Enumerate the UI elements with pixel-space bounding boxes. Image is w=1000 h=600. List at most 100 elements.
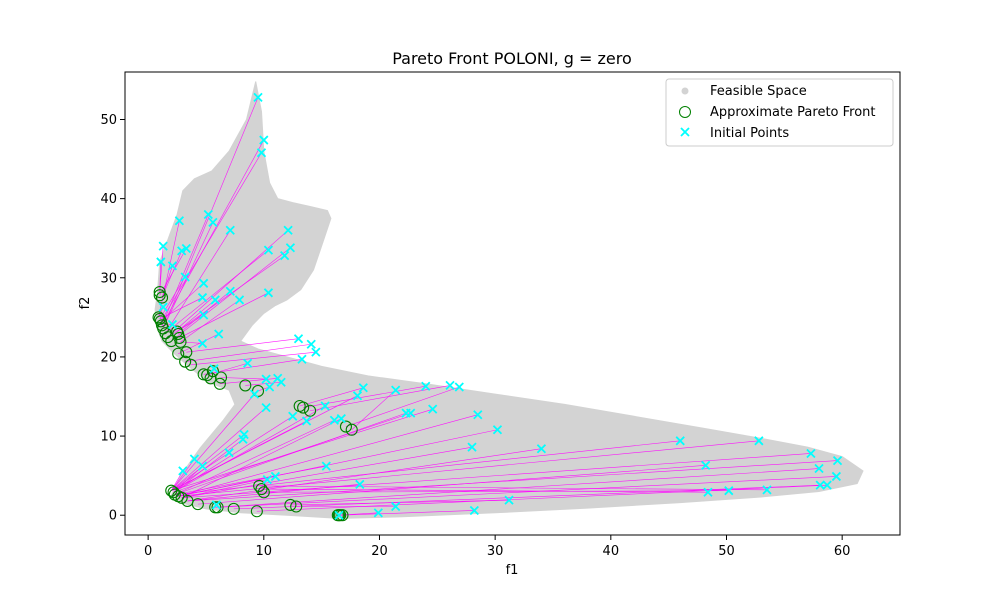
initial-point (831, 471, 842, 482)
pareto-point (284, 498, 297, 511)
initial-point (445, 380, 455, 391)
pareto-point (290, 500, 303, 513)
connection-line (160, 152, 262, 322)
connection-line (220, 377, 267, 380)
connection-line (185, 343, 312, 362)
pareto-point (179, 355, 192, 368)
initial-point (492, 425, 503, 435)
initial-point (178, 466, 188, 476)
x-axis-label: f1 (506, 563, 519, 578)
connection-line (181, 453, 811, 499)
pareto-point (184, 358, 197, 371)
initial-point (180, 272, 190, 282)
connection-line (181, 479, 268, 499)
connection-line (171, 420, 307, 491)
x-axis-ticks: 0 10 20 30 40 50 60 (144, 535, 850, 559)
initial-point (297, 354, 307, 364)
initial-point (293, 334, 304, 344)
initial-point (391, 385, 401, 395)
initial-point (675, 436, 685, 446)
pareto-point (165, 335, 178, 348)
initial-point (156, 257, 166, 267)
initial-point (261, 402, 271, 413)
feasible-space-layer (154, 81, 864, 519)
y-tick-label: 10 (100, 430, 117, 445)
connection-line (171, 470, 184, 491)
initial-point (276, 377, 286, 387)
initial-point (701, 460, 711, 470)
initial-point (214, 329, 224, 339)
connection-line (207, 362, 248, 376)
initial-point (320, 401, 330, 411)
pareto-point (155, 291, 169, 304)
initial-point (256, 148, 267, 158)
legend-marker-feasible (681, 87, 689, 95)
initial-point (199, 278, 209, 288)
pareto-point (250, 505, 263, 518)
legend-marker-initial (680, 127, 690, 137)
initial-point (762, 485, 772, 495)
initial-point (270, 471, 281, 482)
initial-point (301, 416, 312, 426)
initial-point (210, 295, 220, 305)
connection-line (176, 299, 216, 332)
initial-point (203, 209, 213, 220)
legend-label-initial: Initial Points (710, 126, 789, 141)
initial-point (288, 411, 298, 421)
connection-line (259, 485, 767, 491)
initial-point (263, 245, 274, 255)
x-tick-label: 10 (256, 544, 273, 559)
connection-line (171, 408, 433, 491)
connection-line (351, 389, 396, 430)
initial-point (158, 241, 168, 251)
x-tick-label: 30 (487, 544, 504, 559)
connection-line (171, 434, 245, 491)
initial-point (158, 302, 168, 312)
initial-point (197, 292, 208, 303)
initial-point (234, 295, 245, 305)
initial-point (334, 510, 344, 520)
connection-line (180, 341, 203, 344)
initial-point (406, 408, 416, 418)
initial-point (238, 434, 248, 444)
pareto-point (153, 285, 166, 299)
pareto-point (339, 420, 352, 433)
pareto-point (257, 486, 270, 499)
x-tick-label: 50 (718, 544, 735, 559)
pareto-point (174, 335, 187, 348)
connection-line (181, 446, 473, 499)
initial-point (189, 454, 200, 464)
y-tick-label: 40 (100, 192, 117, 207)
initial-point (355, 479, 365, 489)
connection-line (174, 412, 407, 495)
pareto-point (227, 502, 240, 515)
connection-line (165, 230, 231, 334)
connection-line (159, 276, 186, 320)
initial-point (467, 442, 477, 452)
connection-line (178, 440, 759, 497)
connection-line (217, 476, 837, 508)
connection-line (174, 440, 681, 495)
initial-point (197, 461, 208, 471)
connection-line (173, 438, 244, 493)
pareto-point (345, 423, 358, 436)
connection-line (345, 386, 460, 427)
connection-line (167, 230, 289, 338)
connection-line (340, 510, 475, 516)
connection-line (290, 499, 510, 506)
connection-lines-layer (158, 97, 838, 516)
connection-line (174, 465, 327, 495)
initial-point (167, 261, 178, 271)
initial-point (249, 389, 260, 399)
legend-label-feasible: Feasible Space (710, 84, 807, 99)
connection-line (161, 214, 209, 326)
initial-point (391, 501, 401, 512)
initial-point (421, 381, 431, 391)
initial-point (167, 319, 178, 330)
initial-point (225, 225, 235, 235)
initial-point (279, 250, 290, 261)
legend: Feasible Space Approximate Pareto Front … (665, 78, 894, 147)
legend-marker-pareto (679, 106, 691, 118)
connection-line (310, 385, 451, 412)
